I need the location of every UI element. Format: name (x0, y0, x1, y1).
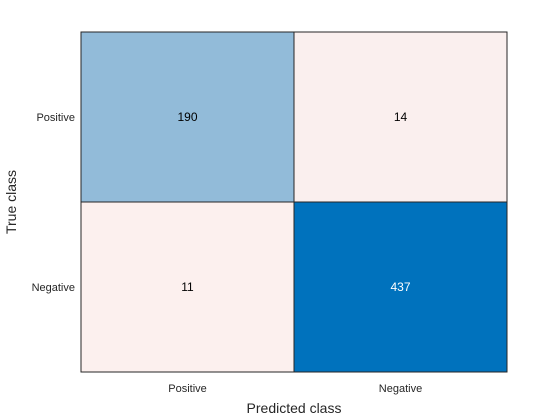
matrix-cell-0-0 (80, 31, 295, 203)
matrix-cell-1-0 (80, 201, 295, 373)
x-axis-title: Predicted class (247, 400, 342, 416)
y-tick-labels: Positive Negative (32, 112, 75, 294)
x-tick-label-1: Negative (379, 383, 422, 395)
matrix-cell-1-1 (293, 201, 508, 373)
x-tick-label-0: Positive (168, 383, 207, 395)
matrix-cell-value-0-1: 14 (394, 110, 408, 124)
matrix-cell-value-1-0: 11 (181, 280, 194, 294)
x-tick-labels: Positive Negative (168, 383, 422, 395)
cells-layer (80, 31, 508, 373)
values-layer: 190 14 11 437 (177, 110, 410, 294)
y-tick-label-0: Positive (36, 112, 75, 124)
y-axis-title: True class (3, 170, 19, 234)
y-tick-label-1: Negative (32, 282, 75, 294)
plot-frame (80, 31, 508, 373)
matrix-cell-0-1 (293, 31, 508, 203)
matrix-cell-value-0-0: 190 (177, 110, 197, 124)
matrix-cell-value-1-1: 437 (390, 280, 410, 294)
